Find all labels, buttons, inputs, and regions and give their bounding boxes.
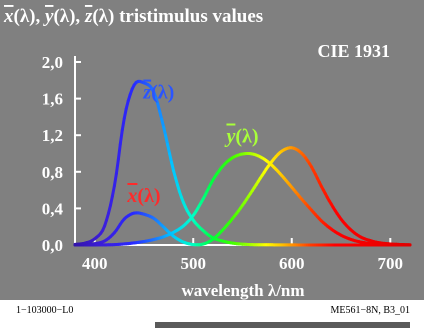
series-curves	[73, 79, 412, 247]
curve-segment	[112, 172, 118, 188]
curve-z-bar	[73, 79, 412, 247]
chart-title: x(λ), y(λ), z(λ) tristimulus values	[3, 6, 263, 27]
series-label-z: z(λ)	[142, 82, 174, 104]
y-tick-label: 0,8	[42, 163, 63, 182]
title-text: x(λ), y(λ), z(λ) tristimulus values	[3, 6, 263, 27]
series-labels: x(λ)y(λ)z(λ)	[126, 82, 258, 207]
curve-segment	[118, 128, 124, 146]
y-tick-label: 0,0	[42, 236, 63, 255]
curve-segment	[166, 143, 172, 156]
title-part: (λ),	[53, 6, 85, 27]
series-label-arg: (λ)	[151, 82, 174, 104]
curve-segment	[109, 194, 114, 207]
title-part: z	[84, 6, 93, 27]
curve-segment	[122, 107, 128, 120]
series-label-letter: x	[126, 185, 137, 207]
bottom-bar	[155, 322, 410, 328]
curve-segment	[116, 142, 122, 161]
chart-subtitle: CIE 1931	[317, 41, 390, 61]
title-part: x	[3, 6, 14, 27]
series-label-x: x(λ)	[126, 185, 160, 207]
curve-segment	[120, 116, 126, 132]
title-part: y	[43, 6, 54, 27]
title-part: (λ) tristimulus values	[92, 6, 263, 27]
footer-left: 1−103000−L0	[16, 305, 74, 316]
x-tick-label: 500	[180, 254, 206, 273]
x-tick-label: 400	[82, 254, 108, 273]
series-label-y: y(λ)	[224, 126, 258, 148]
y-tick-label: 1,2	[42, 126, 63, 145]
series-label-arg: (λ)	[137, 185, 160, 207]
chart-background	[0, 0, 424, 300]
y-tick-label: 0,4	[42, 199, 64, 218]
y-tick-label: 2,0	[42, 53, 63, 72]
x-tick-label: 600	[279, 254, 305, 273]
series-label-arg: (λ)	[235, 126, 258, 148]
x-axis-label: wavelength λ/nm	[181, 281, 304, 300]
footer-right: ME561−8N, B3_01	[330, 305, 410, 316]
x-tick-label: 700	[378, 254, 404, 273]
curve-segment	[114, 157, 120, 176]
series-label-letter: y	[224, 126, 235, 148]
curve-segment	[110, 184, 116, 198]
y-tick-label: 1,6	[42, 90, 63, 109]
curve-segment	[164, 134, 170, 146]
series-label-letter: z	[142, 82, 151, 104]
curve-segment	[168, 152, 174, 164]
title-part: (λ),	[14, 6, 46, 27]
